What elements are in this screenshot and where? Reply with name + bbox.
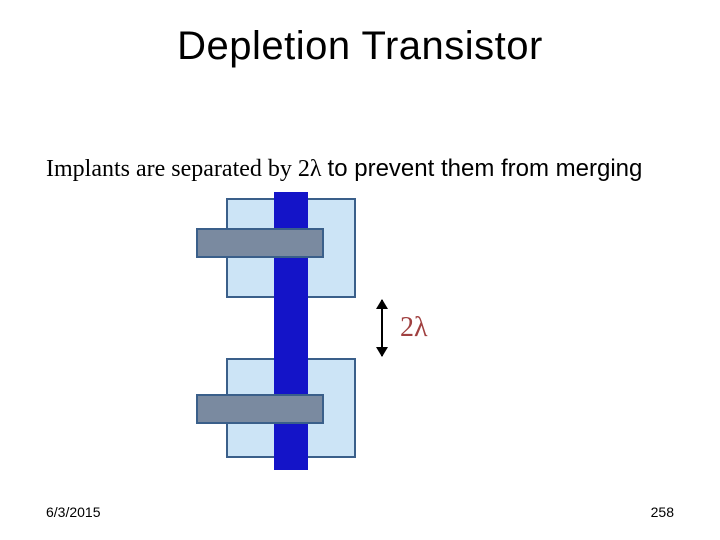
subtitle-lambda: 2λ: [298, 156, 328, 182]
subtitle: Implants are separated by 2λ to prevent …: [46, 155, 642, 183]
dimension-label: 2λ: [400, 312, 428, 344]
page-title: Depletion Transistor: [0, 24, 720, 69]
metal-bar-top: [196, 228, 324, 258]
footer-date: 6/3/2015: [46, 504, 101, 520]
subtitle-suffix: to prevent them from merging: [328, 155, 643, 182]
metal-bar-bottom: [196, 394, 324, 424]
depletion-diagram: 2λ: [196, 198, 396, 498]
footer-page: 258: [651, 504, 674, 520]
dimension-arrow: [381, 300, 383, 356]
subtitle-prefix: Implants are separated by: [46, 156, 298, 182]
